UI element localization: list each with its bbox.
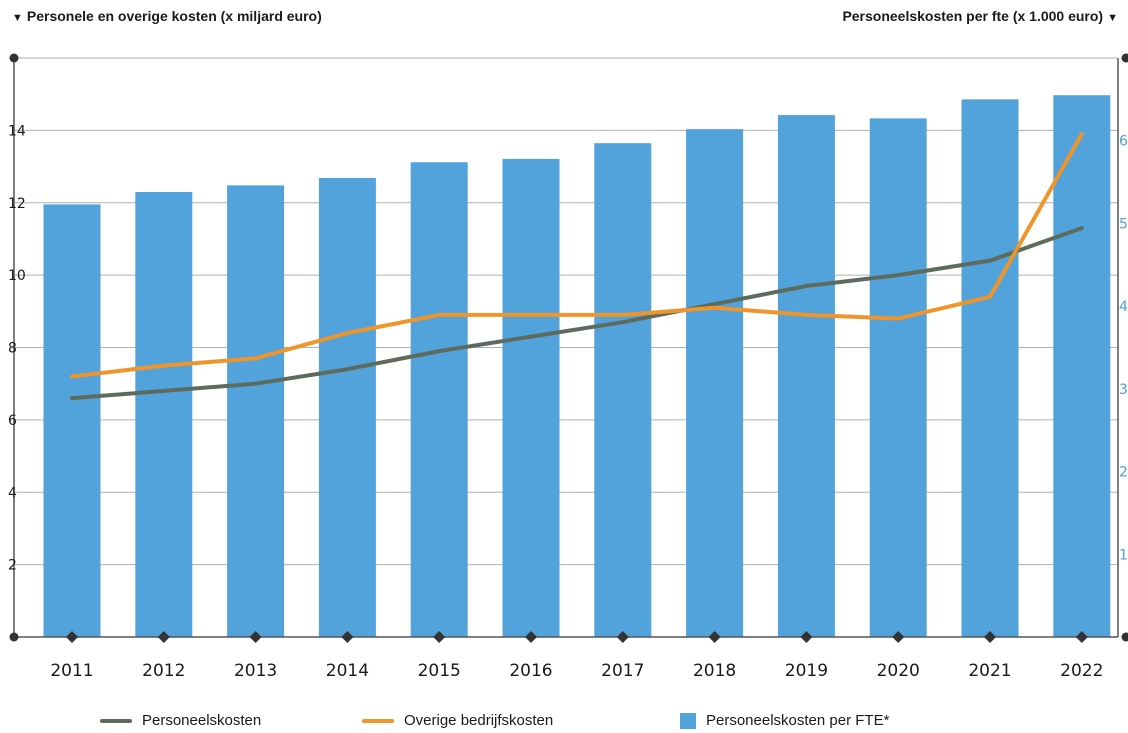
x-tick-label: 2011 bbox=[50, 661, 93, 681]
right-tick-label: 6 bbox=[1119, 134, 1128, 150]
bar-2021 bbox=[961, 99, 1019, 638]
left-axis-top-dot bbox=[9, 53, 19, 63]
x-tick-diamond bbox=[249, 631, 262, 643]
legend-item-fte: Personeelskosten per FTE* bbox=[680, 712, 889, 729]
x-tick-label: 2019 bbox=[785, 661, 828, 681]
right-tick-label: 3 bbox=[1119, 382, 1128, 398]
legend-swatch-line bbox=[362, 718, 394, 723]
left-tick-label: 6 bbox=[8, 413, 17, 429]
bar-2019 bbox=[777, 115, 835, 637]
legend-item-personeelskosten: Personeelskosten bbox=[100, 712, 261, 729]
bar-2018 bbox=[686, 129, 744, 638]
x-tick-diamond bbox=[1075, 631, 1088, 643]
x-tick-diamond bbox=[708, 631, 721, 643]
x-tick-label: 2020 bbox=[877, 661, 920, 681]
bar-2011 bbox=[43, 204, 101, 637]
x-tick-diamond bbox=[616, 631, 629, 643]
x-tick-label: 2014 bbox=[326, 661, 369, 681]
legend-swatch-line bbox=[100, 718, 132, 723]
x-tick-label: 2018 bbox=[693, 661, 736, 681]
right-axis-top-dot bbox=[1121, 53, 1128, 63]
left-axis-title: ▼ Personele en overige kosten (x miljard … bbox=[8, 8, 322, 24]
x-tick-diamond bbox=[433, 631, 446, 643]
x-tick-diamond bbox=[157, 631, 170, 643]
bar-2014 bbox=[318, 177, 376, 637]
x-tick-label: 2022 bbox=[1060, 661, 1103, 681]
left-tick-label: 10 bbox=[8, 268, 26, 284]
bar-2022 bbox=[1053, 95, 1111, 637]
x-tick-diamond bbox=[525, 631, 537, 643]
left-tick-label: 12 bbox=[8, 196, 26, 212]
legend-label: Overige bedrijfskosten bbox=[404, 712, 554, 729]
right-tick-label: 2 bbox=[1119, 465, 1128, 481]
triangle-down-icon: ▼ bbox=[12, 12, 23, 24]
legend-item-overige: Overige bedrijfskosten bbox=[362, 712, 553, 729]
bar-2016 bbox=[502, 158, 560, 637]
x-tick-diamond bbox=[66, 631, 78, 643]
bar-2015 bbox=[410, 162, 468, 637]
x-tick-label: 2021 bbox=[968, 661, 1011, 681]
left-tick-label: 4 bbox=[8, 485, 17, 501]
x-tick-label: 2016 bbox=[509, 661, 552, 681]
legend-swatch-box bbox=[680, 712, 696, 729]
x-tick-diamond bbox=[341, 631, 354, 643]
x-tick-label: 2013 bbox=[234, 661, 277, 681]
x-tick-diamond bbox=[892, 631, 905, 643]
right-tick-label: 4 bbox=[1119, 299, 1128, 315]
bar-2013 bbox=[227, 185, 285, 637]
x-tick-label: 2017 bbox=[601, 661, 644, 681]
line-series-1 bbox=[70, 226, 1084, 401]
triangle-down-icon: ▼ bbox=[1107, 12, 1118, 24]
legend-label: Personeelskosten bbox=[142, 712, 262, 729]
bar-2012 bbox=[135, 191, 193, 638]
bar-2017 bbox=[594, 143, 652, 637]
right-tick-label: 5 bbox=[1119, 216, 1128, 232]
bar-2020 bbox=[869, 118, 927, 638]
right-axis-title: Personeelskosten per fte (x 1.000 euro) ▼ bbox=[842, 8, 1122, 24]
right-axis-title-text: Personeelskosten per fte (x 1.000 euro) bbox=[842, 8, 1104, 24]
left-tick-label: 14 bbox=[8, 123, 26, 139]
x-tick-label: 2012 bbox=[142, 661, 185, 681]
right-axis-bottom-dot bbox=[1121, 632, 1128, 642]
left-axis-title-text: Personele en overige kosten (x miljard e… bbox=[26, 8, 322, 24]
x-tick-label: 2015 bbox=[418, 661, 461, 681]
legend-label: Personeelskosten per FTE* bbox=[706, 712, 890, 729]
left-axis-bottom-dot bbox=[9, 632, 19, 642]
left-tick-label: 8 bbox=[8, 341, 17, 357]
line-series-2 bbox=[70, 131, 1084, 379]
x-tick-diamond bbox=[984, 631, 996, 643]
left-tick-label: 2 bbox=[8, 558, 17, 574]
right-tick-label: 1 bbox=[1119, 547, 1128, 563]
x-tick-diamond bbox=[800, 631, 813, 643]
